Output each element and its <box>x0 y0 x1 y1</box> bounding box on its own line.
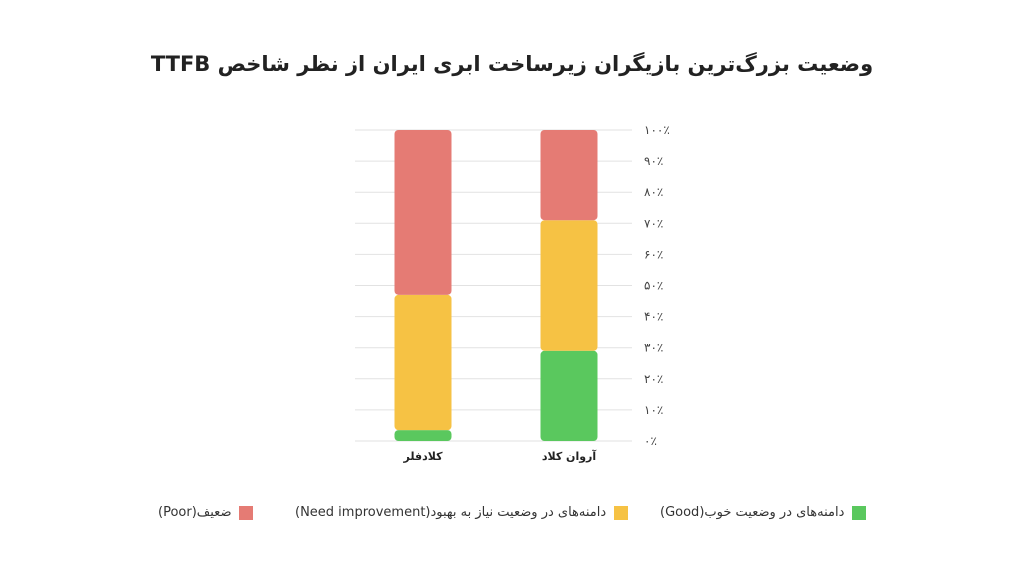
bar-stack <box>540 130 598 441</box>
x-tick-label: آروان کلاد <box>542 449 597 463</box>
y-tick-label: ۶۰٪ <box>644 247 663 261</box>
chart-title: وضعیت بزرگ‌ترین بازیگران زیرساخت ابری ای… <box>150 52 874 76</box>
legend-label-good: دامنه‌های در وضعیت خوب(Good) <box>660 505 845 520</box>
y-tick-label: ۴۰٪ <box>644 310 663 324</box>
y-tick-label: ۷۰٪ <box>644 216 663 230</box>
bar-segment <box>540 350 598 441</box>
bar-segment <box>540 220 598 351</box>
y-tick-label: ۹۰٪ <box>644 154 663 168</box>
y-tick-label: ۱۰٪ <box>644 403 663 417</box>
x-tick-labels: کلادفلر آروان کلاد <box>403 449 597 463</box>
legend-item-need-improvement: دامنه‌های در وضعیت نیاز به بهبود(Need im… <box>295 505 629 520</box>
bar-segment <box>394 430 452 441</box>
y-tick-label: ۰٪ <box>644 434 657 448</box>
legend-item-poor: ضعیف(Poor) <box>158 505 254 520</box>
legend-label-need-improvement: دامنه‌های در وضعیت نیاز به بهبود(Need im… <box>295 505 607 520</box>
legend-swatch-good <box>852 505 867 520</box>
y-tick-labels: ۰٪ ۱۰٪ ۲۰٪ ۳۰٪ ۴۰٪ ۵۰٪ ۶۰٪ ۷۰٪ ۸۰٪ ۹۰٪ ۱۰۰٪ <box>644 123 670 448</box>
bar-stack <box>394 130 452 441</box>
y-tick-label: ۳۰٪ <box>644 341 663 355</box>
bar-segment <box>394 294 452 431</box>
y-tick-label: ۱۰۰٪ <box>644 123 670 137</box>
y-tick-label: ۲۰٪ <box>644 372 663 386</box>
legend-swatch-poor <box>239 505 254 520</box>
bar-segment <box>394 130 452 295</box>
x-tick-label: کلادفلر <box>403 450 444 463</box>
y-tick-label: ۸۰٪ <box>644 185 663 199</box>
bar-segment <box>540 130 598 221</box>
y-tick-label: ۵۰٪ <box>644 279 663 293</box>
legend-swatch-need-improvement <box>614 505 629 520</box>
bars <box>394 130 598 441</box>
legend-item-good: دامنه‌های در وضعیت خوب(Good) <box>660 505 867 520</box>
legend-label-poor: ضعیف(Poor) <box>158 505 232 520</box>
